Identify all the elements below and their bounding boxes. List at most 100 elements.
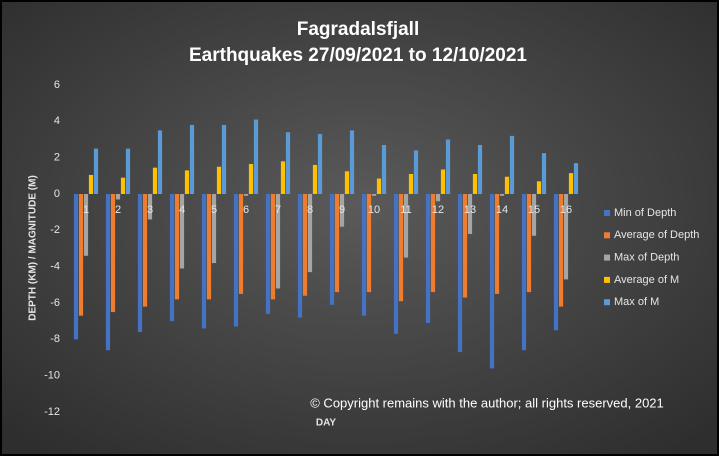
x-tick-label: 6 [243,204,249,216]
legend-label: Average of M [614,274,679,286]
bar [93,148,99,194]
y-axis-title: DEPTH (KM) / MAGNITUDE (M) [28,175,39,321]
bar [317,134,323,194]
bar [334,194,340,293]
bar [472,174,478,194]
legend-swatch [604,210,610,216]
bar [457,194,463,353]
bar [536,181,542,194]
y-tick-label: -6 [50,297,60,309]
bar [157,130,163,194]
chart-title: Fagradalsfjall [297,19,420,40]
bar [285,132,291,194]
x-tick-label: 7 [275,204,281,216]
legend-swatch [604,276,610,283]
legend-swatch [604,299,610,306]
legend-label: Max of M [614,296,659,308]
bar [307,194,313,273]
x-tick-label: 13 [464,204,476,216]
x-tick-label: 16 [560,204,572,216]
x-tick-label: 9 [339,204,345,216]
bar [489,194,495,369]
x-tick-label: 8 [307,204,313,216]
bar [526,194,532,293]
bar [189,124,195,194]
x-tick-label: 15 [528,204,540,216]
x-tick-label: 1 [83,204,89,216]
bar [137,194,143,333]
bar [179,194,185,269]
bar [174,194,180,300]
x-tick-label: 14 [496,204,508,216]
bar [253,119,259,194]
bar [430,194,436,293]
bar [238,194,244,294]
bar [521,194,527,351]
bar [376,178,382,194]
bar [504,176,510,194]
y-tick-label: 0 [54,188,60,200]
bar [270,194,276,300]
bar [201,194,207,329]
bar [110,194,116,313]
x-tick-label: 2 [115,204,121,216]
bar [233,194,239,327]
bar [73,194,79,340]
bar [403,194,409,258]
x-tick-label: 5 [211,204,217,216]
bar [398,194,404,302]
copyright-note: © Copyright remains with the author; all… [310,395,664,410]
bar [312,164,318,194]
legend-swatch [604,254,610,261]
bar [105,194,111,351]
bar [568,173,574,194]
y-tick-label: -12 [44,406,60,418]
bar [381,144,387,194]
bar [477,144,483,194]
bar [558,194,564,307]
bar [120,177,126,194]
bar [563,194,569,280]
bar [302,194,308,296]
bar [393,194,399,334]
bar [206,194,212,300]
legend-label: Average of Depth [614,229,699,241]
bar [344,171,350,194]
bar [531,194,537,236]
x-tick-label: 3 [147,204,153,216]
bar [366,194,372,293]
bar [280,161,286,194]
y-tick-label: 2 [54,152,60,164]
bar [499,194,505,196]
bar [361,194,367,316]
y-tick-label: -4 [50,261,60,273]
bar [297,194,303,318]
chart-subtitle: Earthquakes 27/09/2021 to 12/10/2021 [189,45,527,66]
bar [413,150,419,194]
bar [248,164,254,194]
bar [408,174,414,194]
bar [265,194,271,314]
bar [467,194,473,234]
x-tick-label: 4 [179,204,185,216]
x-axis-title: DAY [316,418,337,429]
bar [494,194,500,294]
bar [462,194,468,298]
bar [152,167,158,194]
bar [440,169,446,194]
bar [147,194,153,220]
bar [115,194,121,200]
bar [553,194,559,331]
bar [78,194,84,316]
bar [509,135,515,194]
bar [435,194,441,202]
x-tick-label: 11 [400,204,411,216]
legend-label: Max of Depth [614,252,679,264]
bar [339,194,345,227]
bar [169,194,175,322]
bar [371,194,377,196]
y-tick-label: -8 [50,333,60,345]
